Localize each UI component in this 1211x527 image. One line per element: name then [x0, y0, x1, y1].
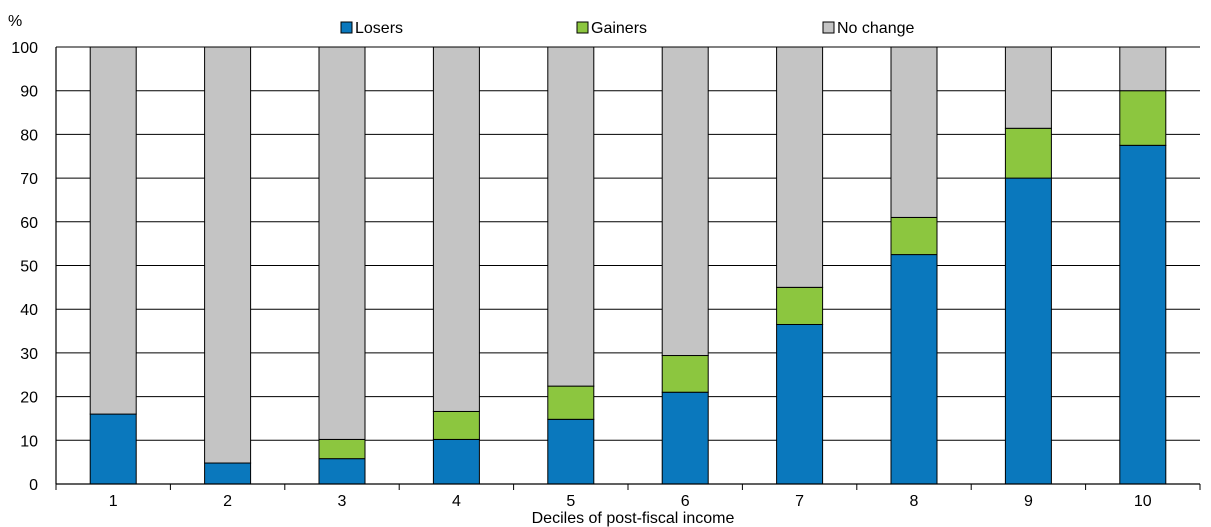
x-tick-labels: 1 2 3 4 5 6 7 8 9 10 — [109, 493, 1152, 510]
bar-segment-losers — [890, 254, 938, 485]
bar-segment-no-change — [318, 46, 366, 440]
x-tick-label: 9 — [1024, 493, 1033, 510]
legend: Losers Gainers No change — [340, 20, 914, 37]
y-tick-label: 100 — [11, 40, 38, 57]
y-tick-label: 60 — [20, 215, 38, 232]
legend-label: No change — [837, 20, 914, 37]
bar-segment-losers — [1004, 177, 1052, 485]
legend-swatch — [822, 21, 835, 34]
bars — [89, 46, 1167, 485]
y-tick-label: 90 — [20, 84, 38, 101]
bar-segment-gainers — [432, 410, 480, 440]
y-unit-label: % — [8, 13, 22, 30]
bar-segment-no-change — [890, 46, 938, 218]
bar-segment-losers — [547, 418, 595, 485]
bar-segment-gainers — [890, 216, 938, 256]
bar-segment-gainers — [776, 286, 824, 325]
x-tick-label: 8 — [910, 493, 919, 510]
x-tick-label: 4 — [452, 493, 461, 510]
legend-swatch — [576, 21, 589, 34]
bar-segment-losers — [318, 458, 366, 485]
bar-segment-losers — [432, 438, 480, 485]
bar-segment-no-change — [432, 46, 480, 412]
x-axis-label: Deciles of post-fiscal income — [532, 510, 735, 527]
y-tick-label: 10 — [20, 433, 38, 450]
legend-label: Gainers — [591, 20, 647, 37]
bar-segment-gainers — [661, 355, 709, 393]
bar-segment-no-change — [547, 46, 595, 387]
y-tick-label: 40 — [20, 302, 38, 319]
bar-segment-gainers — [318, 438, 366, 460]
legend-swatch — [340, 21, 353, 34]
y-tick-label: 50 — [20, 259, 38, 276]
x-tick-label: 6 — [681, 493, 690, 510]
bar-segment-losers — [1119, 144, 1167, 485]
x-tick-label: 7 — [795, 493, 804, 510]
bar-segment-no-change — [1119, 46, 1167, 92]
bar-segment-losers — [89, 413, 137, 485]
x-tick-label: 2 — [223, 493, 232, 510]
bar-segment-no-change — [776, 46, 824, 288]
x-tick-label: 3 — [338, 493, 347, 510]
bar-segment-gainers — [547, 385, 595, 420]
axes — [55, 47, 1201, 490]
bar-segment-no-change — [204, 46, 252, 464]
y-tick-label: 0 — [29, 477, 38, 494]
y-tick-label: 70 — [20, 171, 38, 188]
bar-segment-no-change — [661, 46, 709, 357]
bar-segment-no-change — [1004, 46, 1052, 129]
legend-label: Losers — [355, 20, 403, 37]
bar-segment-no-change — [89, 46, 137, 415]
bar-segment-losers — [204, 462, 252, 485]
y-tick-labels: 0 10 20 30 40 50 60 70 80 90 100 — [11, 40, 38, 494]
y-tick-label: 80 — [20, 127, 38, 144]
bar-segment-losers — [776, 323, 824, 485]
bar-segment-losers — [661, 391, 709, 485]
x-tick-label: 1 — [109, 493, 118, 510]
x-tick-label: 10 — [1134, 493, 1152, 510]
bar-segment-gainers — [1004, 127, 1052, 179]
y-tick-label: 20 — [20, 390, 38, 407]
x-tick-label: 5 — [566, 493, 575, 510]
y-tick-label: 30 — [20, 346, 38, 363]
bar-segment-gainers — [1119, 90, 1167, 146]
